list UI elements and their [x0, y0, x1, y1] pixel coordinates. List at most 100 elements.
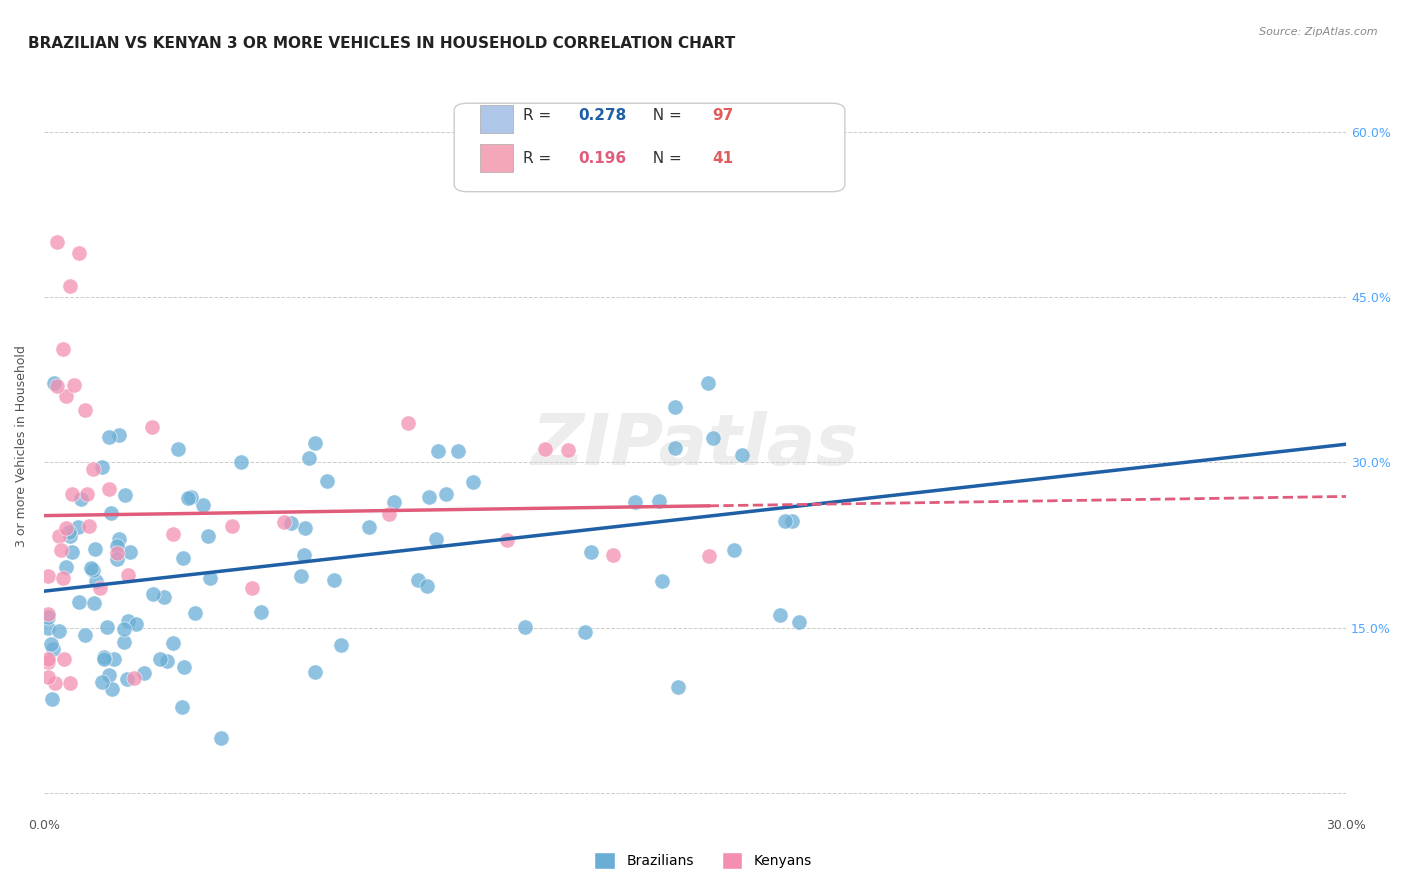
Brazilians [37, 610, 59, 624]
Brazilians [197, 528, 219, 542]
Brazilians [115, 672, 138, 686]
Kenyans [37, 607, 59, 621]
Kenyans [59, 675, 82, 690]
Brazilians [59, 529, 82, 543]
Kenyans [557, 442, 579, 457]
Brazilians [581, 545, 603, 559]
Brazilians [91, 674, 114, 689]
Text: ZIPatlas: ZIPatlas [531, 411, 859, 481]
Kenyans [60, 487, 83, 501]
Brazilians [280, 516, 302, 531]
Brazilians [191, 498, 214, 512]
Brazilians [294, 521, 316, 535]
Kenyans [496, 533, 519, 548]
Brazilians [44, 376, 66, 390]
Text: R =: R = [523, 108, 557, 123]
Brazilians [170, 700, 193, 714]
Brazilians [80, 561, 103, 575]
Brazilians [93, 652, 115, 666]
Brazilians [461, 475, 484, 490]
Kenyans [602, 548, 624, 562]
Kenyans [45, 378, 67, 392]
Brazilians [664, 441, 686, 455]
Brazilians [769, 608, 792, 623]
Brazilians [153, 590, 176, 604]
Kenyans [53, 652, 76, 666]
Brazilians [83, 596, 105, 610]
Brazilians [789, 615, 811, 630]
Text: N =: N = [643, 108, 686, 123]
Kenyans [52, 571, 75, 585]
Brazilians [425, 532, 447, 546]
Brazilians [290, 569, 312, 583]
Brazilians [304, 435, 326, 450]
Brazilians [105, 539, 128, 553]
Text: 41: 41 [711, 151, 733, 166]
Brazilians [125, 617, 148, 632]
Text: N =: N = [643, 151, 686, 166]
Brazilians [98, 430, 121, 444]
Brazilians [250, 605, 273, 619]
Brazilians [60, 545, 83, 559]
Brazilians [98, 668, 121, 682]
Kenyans [89, 581, 111, 595]
Kenyans [141, 420, 163, 434]
Brazilians [359, 520, 381, 534]
Brazilians [58, 524, 80, 539]
Brazilians [434, 486, 457, 500]
Brazilians [67, 595, 90, 609]
Kenyans [534, 442, 557, 457]
Kenyans [97, 482, 120, 496]
Brazilians [731, 448, 754, 462]
Brazilians [624, 495, 647, 509]
Kenyans [122, 671, 145, 685]
Brazilians [447, 443, 470, 458]
Kenyans [105, 546, 128, 560]
Kenyans [55, 389, 77, 403]
Text: Source: ZipAtlas.com: Source: ZipAtlas.com [1260, 27, 1378, 37]
Brazilians [73, 628, 96, 642]
Brazilians [55, 560, 77, 574]
Brazilians [382, 495, 405, 509]
Y-axis label: 3 or more Vehicles in Household: 3 or more Vehicles in Household [15, 345, 28, 547]
Brazilians [323, 573, 346, 587]
Legend: Brazilians, Kenyans: Brazilians, Kenyans [588, 846, 818, 876]
Text: BRAZILIAN VS KENYAN 3 OR MORE VEHICLES IN HOUSEHOLD CORRELATION CHART: BRAZILIAN VS KENYAN 3 OR MORE VEHICLES I… [28, 36, 735, 51]
Kenyans [82, 462, 104, 476]
Brazilians [180, 490, 202, 504]
Brazilians [406, 573, 429, 587]
Text: R =: R = [523, 151, 557, 166]
Kenyans [55, 521, 77, 535]
Brazilians [112, 635, 135, 649]
Brazilians [41, 692, 63, 706]
Brazilians [702, 431, 724, 445]
Brazilians [84, 574, 107, 589]
Kenyans [37, 569, 59, 583]
Brazilians [103, 652, 125, 666]
Text: 0.196: 0.196 [578, 151, 626, 166]
FancyBboxPatch shape [454, 103, 845, 192]
Brazilians [167, 442, 190, 457]
Kenyans [49, 543, 72, 558]
Kenyans [117, 568, 139, 582]
Brazilians [427, 444, 450, 458]
Bar [481, 104, 513, 133]
Brazilians [651, 574, 673, 589]
Brazilians [177, 491, 200, 505]
Bar [481, 144, 513, 172]
Brazilians [513, 620, 536, 634]
Brazilians [112, 623, 135, 637]
Brazilians [664, 401, 686, 415]
Brazilians [162, 636, 184, 650]
Brazilians [172, 551, 194, 566]
Kenyans [697, 549, 720, 564]
Kenyans [240, 581, 263, 595]
Kenyans [37, 656, 59, 670]
Brazilians [108, 428, 131, 442]
Kenyans [162, 526, 184, 541]
Brazilians [773, 514, 796, 528]
Kenyans [51, 342, 73, 356]
Brazilians [66, 520, 89, 534]
Brazilians [37, 621, 59, 635]
Kenyans [44, 675, 66, 690]
